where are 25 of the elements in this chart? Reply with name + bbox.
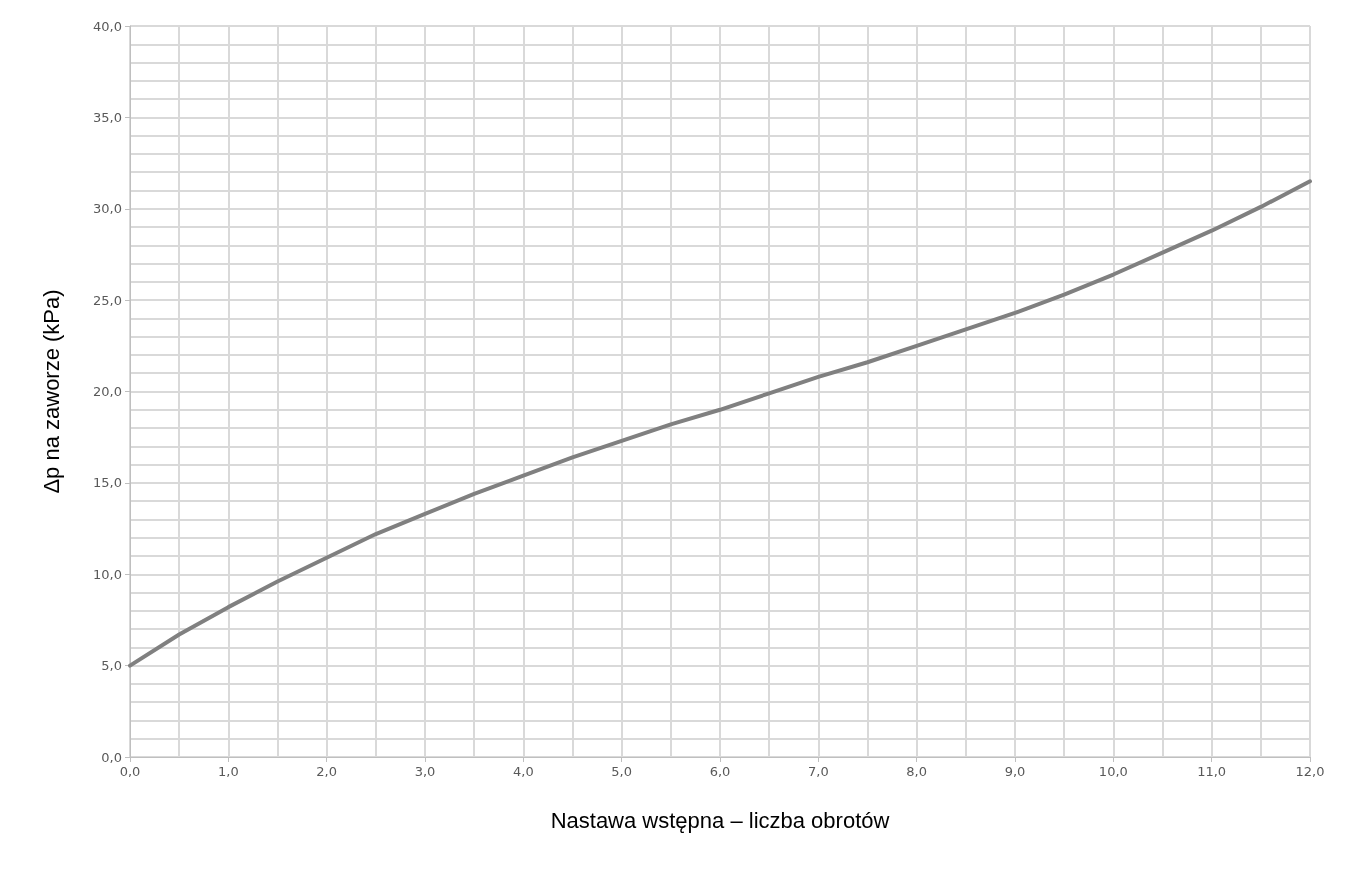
x-tick-label: 0,0 (119, 764, 141, 779)
y-tick-label: 25,0 (93, 292, 122, 308)
x-tick-label: 11,0 (1197, 764, 1227, 779)
x-tick-label: 10,0 (1098, 764, 1128, 779)
x-tick-label: 7,0 (807, 764, 829, 779)
y-tick-label: 20,0 (93, 384, 122, 399)
y-tick-label: 10,0 (93, 566, 122, 582)
y-axis-title: Δp na zaworze (kPa) (38, 289, 64, 494)
x-tick-label: 6,0 (709, 764, 731, 779)
x-tick-label: 9,0 (1004, 764, 1026, 779)
y-tick-label: 15,0 (93, 475, 122, 491)
x-tick-label: 8,0 (906, 764, 928, 779)
x-tick-label: 3,0 (414, 764, 436, 779)
x-tick-label: 1,0 (217, 764, 239, 779)
y-tick-label: 35,0 (93, 109, 122, 125)
x-axis-title: Nastawa wstępna – liczba obrotów (550, 807, 890, 833)
y-tick-label: 5,0 (101, 658, 122, 674)
x-tick-label: 12,0 (1295, 764, 1325, 779)
y-tick-label: 0,0 (101, 749, 122, 765)
x-tick-label: 5,0 (611, 764, 633, 779)
y-tick-label: 30,0 (93, 201, 122, 217)
line-series (128, 179, 1312, 668)
y-tick-label: 40,0 (93, 18, 122, 34)
x-tick-label: 4,0 (512, 764, 534, 779)
x-tick-label: 2,0 (316, 764, 338, 779)
